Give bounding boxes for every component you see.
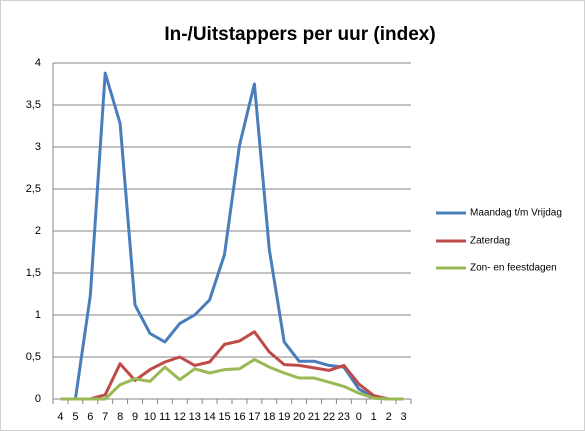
legend-label: Zaterdag — [470, 236, 510, 247]
series-line — [60, 358, 404, 401]
x-tick-label: 19 — [278, 411, 290, 423]
y-tick-label: 1 — [35, 309, 41, 321]
y-tick-label: 0,5 — [26, 351, 41, 363]
x-tick-label: 2 — [386, 411, 392, 423]
x-tick-label: 8 — [117, 411, 123, 423]
y-tick-label: 2,5 — [26, 183, 41, 195]
x-tick-label: 20 — [293, 411, 305, 423]
x-tick-label: 14 — [204, 411, 216, 423]
y-tick-label: 2 — [35, 225, 41, 237]
x-tick-label: 11 — [159, 411, 170, 423]
x-tick-label: 5 — [72, 411, 78, 423]
x-tick-label: 7 — [102, 411, 108, 423]
y-tick-label: 0 — [35, 393, 41, 405]
x-tick-label: 10 — [144, 411, 156, 423]
x-tick-label: 4 — [57, 411, 63, 423]
legend-label: Maandag t/m Vrijdag — [470, 208, 562, 219]
x-tick-label: 22 — [323, 411, 335, 423]
x-tick-label: 9 — [132, 411, 138, 423]
x-tick-label: 18 — [263, 411, 275, 423]
x-tick-label: 17 — [248, 411, 260, 423]
series-line — [60, 330, 404, 401]
x-tick-label: 13 — [189, 411, 201, 423]
legend-label: Zon- en feestdagen — [470, 263, 557, 274]
y-tick-label: 3,5 — [26, 99, 41, 111]
y-tick-label: 3 — [35, 141, 41, 153]
x-tick-label: 1 — [371, 411, 377, 423]
x-tick-label: 0 — [356, 411, 362, 423]
chart-title: In-/Uitstappers per uur (index) — [164, 24, 435, 45]
x-tick-label: 21 — [308, 411, 320, 423]
x-tick-label: 15 — [218, 411, 230, 423]
y-tick-label: 4 — [35, 57, 41, 69]
x-tick-label: 12 — [174, 411, 186, 423]
y-tick-label: 1,5 — [26, 267, 41, 279]
x-tick-label: 16 — [233, 411, 245, 423]
x-tick-label: 23 — [338, 411, 350, 423]
x-tick-label: 6 — [87, 411, 93, 423]
x-tick-label: 3 — [400, 411, 406, 423]
